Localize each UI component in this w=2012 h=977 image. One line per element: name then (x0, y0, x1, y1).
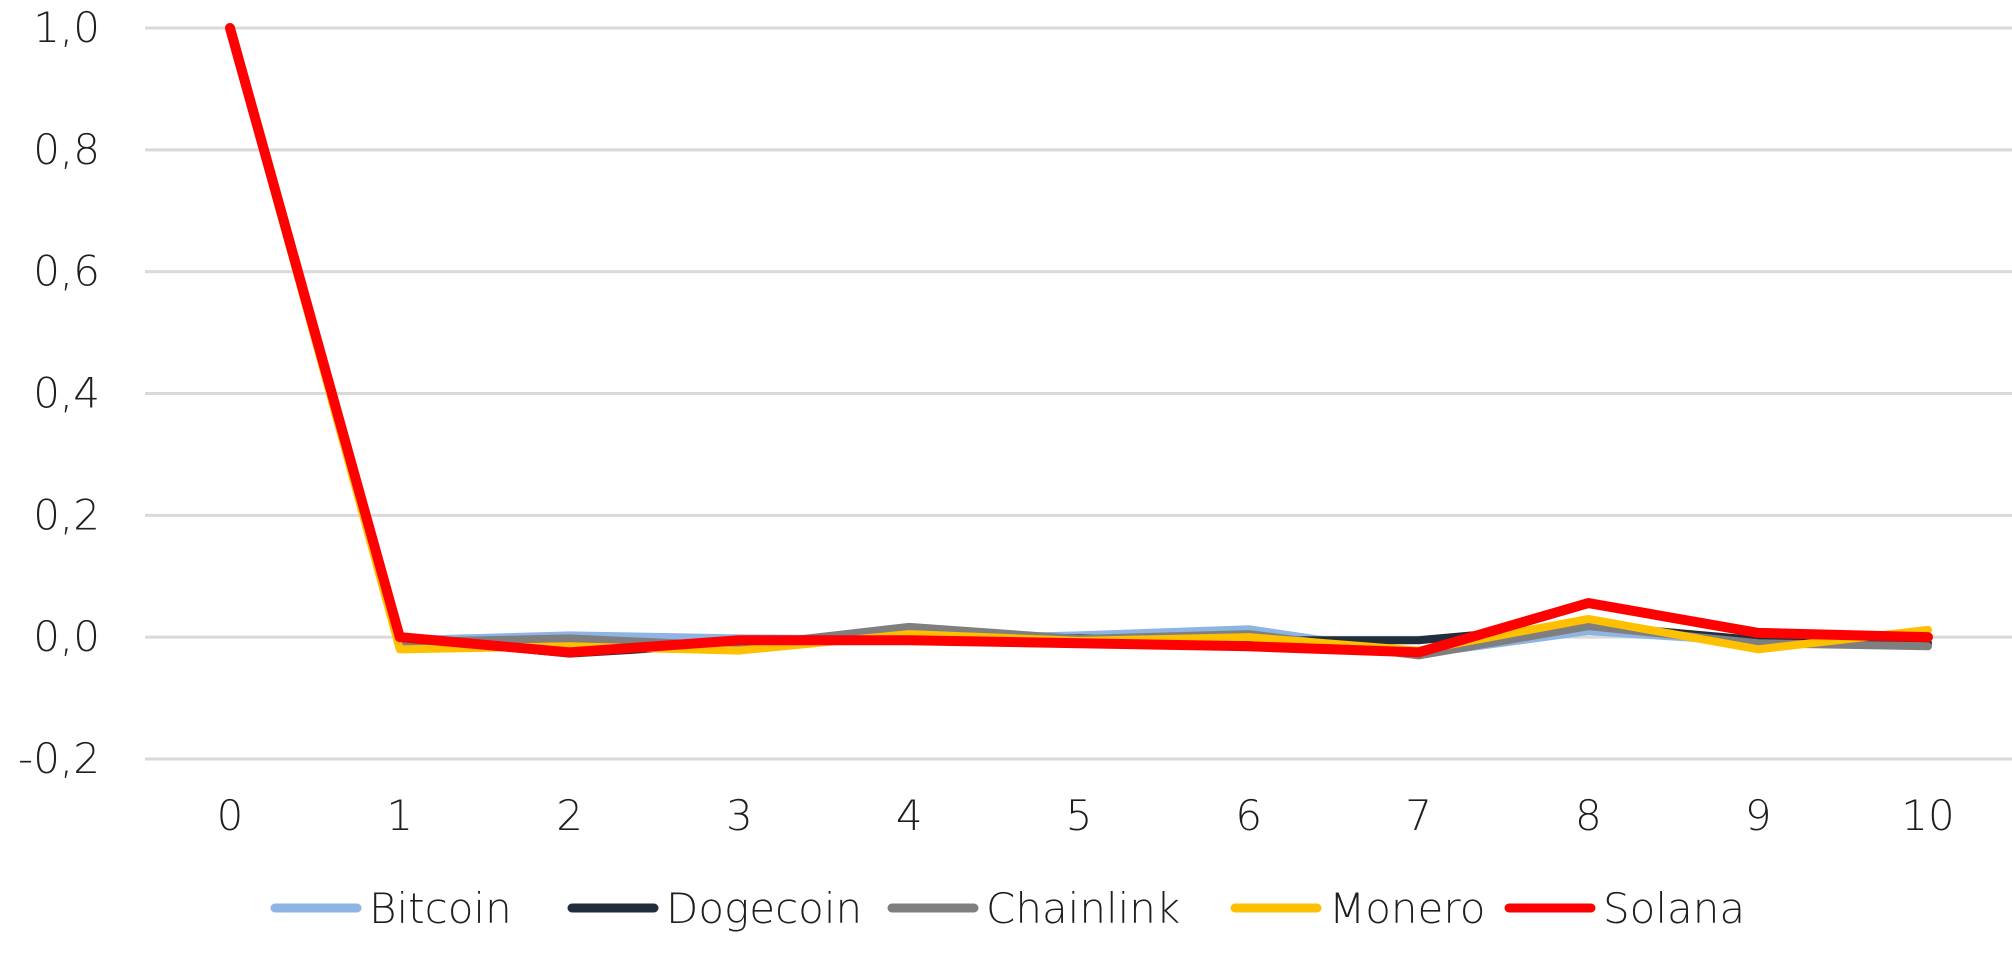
y-tick-label: 0,0 (33, 612, 100, 661)
legend-item-bitcoin: Bitcoin (270, 884, 512, 933)
x-tick-label: 9 (1745, 791, 1772, 840)
legend-label: Monero (1329, 884, 1485, 933)
series-line-monero (226, 24, 1932, 655)
legend: Bitcoin Dogecoin Chainlink Monero Solana (270, 884, 1745, 933)
x-tick-label: 7 (1405, 791, 1432, 840)
x-tick-label: 4 (896, 791, 923, 840)
x-tick-label: 2 (556, 791, 583, 840)
legend-item-chainlink: Chainlink (887, 884, 1180, 933)
x-tick-label: 6 (1235, 791, 1262, 840)
x-tick-label: 3 (726, 791, 753, 840)
series-line-dogecoin (226, 24, 1932, 658)
x-tick-label: 0 (217, 791, 244, 840)
legend-label: Chainlink (986, 884, 1180, 933)
y-tick-label: 0,2 (33, 490, 100, 539)
legend-item-monero: Monero (1230, 884, 1485, 933)
x-tick-label: 1 (386, 791, 413, 840)
series-lines (225, 23, 1933, 660)
x-tick-label: 10 (1901, 791, 1954, 840)
y-axis-tick-labels: -0,2 0,0 0,2 0,4 0,6 0,8 1,0 (18, 3, 100, 783)
y-tick-label: 0,6 (33, 247, 100, 296)
y-tick-label: 1,0 (33, 3, 100, 52)
legend-label: Bitcoin (369, 884, 512, 933)
legend-label: Solana (1603, 884, 1745, 933)
series-line-chainlink (226, 24, 1932, 660)
y-tick-label: -0,2 (18, 734, 100, 783)
legend-item-solana: Solana (1504, 884, 1745, 933)
x-axis-tick-labels: 0 1 2 3 4 5 6 7 8 9 10 (217, 791, 1955, 840)
legend-item-dogecoin: Dogecoin (567, 884, 862, 933)
y-tick-label: 0,4 (33, 369, 100, 418)
series-line-bitcoin (226, 24, 1932, 659)
x-tick-label: 8 (1575, 791, 1602, 840)
legend-label: Dogecoin (666, 884, 862, 933)
x-tick-label: 5 (1066, 791, 1093, 840)
y-tick-label: 0,8 (33, 125, 100, 174)
series-line-solana (225, 23, 1933, 658)
